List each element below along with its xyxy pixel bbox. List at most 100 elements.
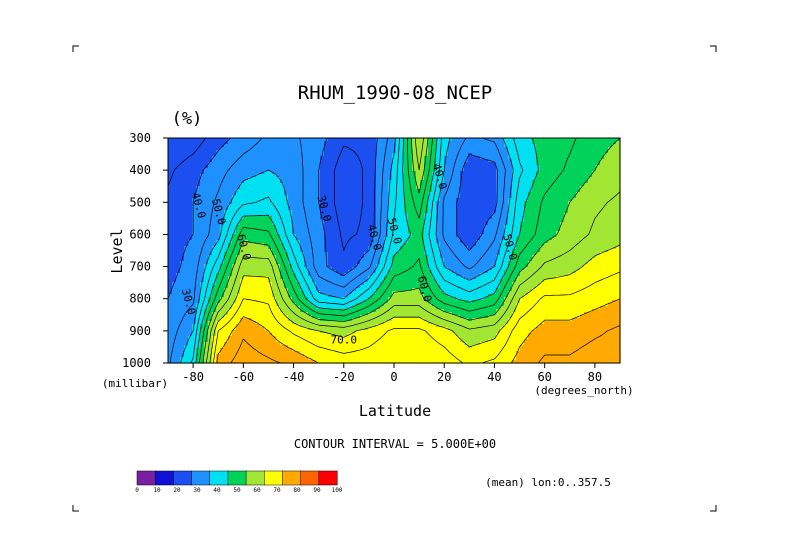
heatmap-cell xyxy=(584,147,589,151)
heatmap-cell xyxy=(180,243,185,247)
heatmap-cell xyxy=(416,222,421,226)
heatmap-cell xyxy=(172,192,177,196)
heatmap-cell xyxy=(516,213,521,217)
heatmap-cell xyxy=(432,240,437,244)
heatmap-cell xyxy=(184,162,189,166)
heatmap-cell xyxy=(276,165,281,169)
heatmap-cell xyxy=(516,177,521,181)
heatmap-cell xyxy=(588,162,593,166)
heatmap-cell xyxy=(472,231,477,235)
heatmap-cell xyxy=(284,201,289,205)
heatmap-cell xyxy=(376,180,381,184)
heatmap-cell xyxy=(516,186,521,190)
heatmap-cell xyxy=(368,192,373,196)
heatmap-cell xyxy=(496,219,501,223)
heatmap-cell xyxy=(176,216,181,220)
heatmap-cell xyxy=(592,225,597,229)
heatmap-cell xyxy=(532,231,537,235)
heatmap-cell xyxy=(416,153,421,157)
heatmap-cell xyxy=(396,234,401,238)
heatmap-cell xyxy=(320,138,325,142)
heatmap-cell xyxy=(208,192,213,196)
heatmap-cell xyxy=(516,150,521,154)
heatmap-cell xyxy=(520,201,525,205)
heatmap-cell xyxy=(536,183,541,187)
heatmap-cell xyxy=(472,144,477,148)
heatmap-cell xyxy=(428,144,433,148)
heatmap-cell xyxy=(380,240,385,244)
heatmap-cell xyxy=(272,153,277,157)
heatmap-cell xyxy=(396,237,401,241)
heatmap-cell xyxy=(308,210,313,214)
heatmap-cell xyxy=(504,204,509,208)
heatmap-cell xyxy=(420,168,425,172)
heatmap-cell xyxy=(196,195,201,199)
heatmap-cell xyxy=(532,186,537,190)
heatmap-cell xyxy=(568,162,573,166)
heatmap-cell xyxy=(584,231,589,235)
heatmap-cell xyxy=(240,171,245,175)
heatmap-cell xyxy=(472,141,477,145)
heatmap-cell xyxy=(176,201,181,205)
heatmap-cell xyxy=(344,192,349,196)
heatmap-cell xyxy=(512,201,517,205)
heatmap-cell xyxy=(216,207,221,211)
heatmap-cell xyxy=(448,189,453,193)
heatmap-cell xyxy=(520,183,525,187)
heatmap-cell xyxy=(260,207,265,211)
heatmap-cell xyxy=(584,180,589,184)
heatmap-cell xyxy=(424,189,429,193)
heatmap-cell xyxy=(344,204,349,208)
heatmap-cell xyxy=(552,141,557,145)
heatmap-cell xyxy=(616,213,621,217)
heatmap-cell xyxy=(392,219,397,223)
heatmap-cell xyxy=(616,150,621,154)
heatmap-cell xyxy=(300,180,305,184)
heatmap-cell xyxy=(616,186,621,190)
heatmap-cell xyxy=(376,141,381,145)
heatmap-cell xyxy=(328,213,333,217)
heatmap-cell xyxy=(316,177,321,181)
heatmap-cell xyxy=(584,150,589,154)
heatmap-cell xyxy=(316,174,321,178)
heatmap-cell xyxy=(536,213,541,217)
heatmap-cell xyxy=(400,204,405,208)
heatmap-cell xyxy=(356,216,361,220)
heatmap-cell xyxy=(568,159,573,163)
heatmap-cell xyxy=(208,183,213,187)
heatmap-cell xyxy=(476,171,481,175)
heatmap-cell xyxy=(400,141,405,145)
heatmap-cell xyxy=(392,144,397,148)
heatmap-cell xyxy=(444,207,449,211)
heatmap-cell xyxy=(256,147,261,151)
heatmap-cell xyxy=(460,225,465,229)
heatmap-cell xyxy=(296,180,301,184)
heatmap-cell xyxy=(356,213,361,217)
heatmap-cell xyxy=(296,204,301,208)
heatmap-cell xyxy=(196,207,201,211)
heatmap-cell xyxy=(516,189,521,193)
heatmap-cell xyxy=(344,225,349,229)
heatmap-cell xyxy=(452,198,457,202)
heatmap-cell xyxy=(428,195,433,199)
heatmap-cell xyxy=(488,171,493,175)
heatmap-cell xyxy=(348,243,353,247)
heatmap-cell xyxy=(288,183,293,187)
heatmap-cell xyxy=(552,228,557,232)
heatmap-cell xyxy=(496,168,501,172)
heatmap-cell xyxy=(368,201,373,205)
heatmap-cell xyxy=(236,204,241,208)
heatmap-cell xyxy=(504,228,509,232)
heatmap-cell xyxy=(240,210,245,214)
heatmap-cell xyxy=(332,225,337,229)
heatmap-cell xyxy=(384,180,389,184)
heatmap-cell xyxy=(420,141,425,145)
heatmap-cell xyxy=(580,207,585,211)
heatmap-cell xyxy=(592,186,597,190)
heatmap-cell xyxy=(348,192,353,196)
heatmap-cell xyxy=(604,174,609,178)
heatmap-cell xyxy=(536,192,541,196)
heatmap-cell xyxy=(456,198,461,202)
heatmap-cell xyxy=(500,150,505,154)
heatmap-cell xyxy=(396,228,401,232)
